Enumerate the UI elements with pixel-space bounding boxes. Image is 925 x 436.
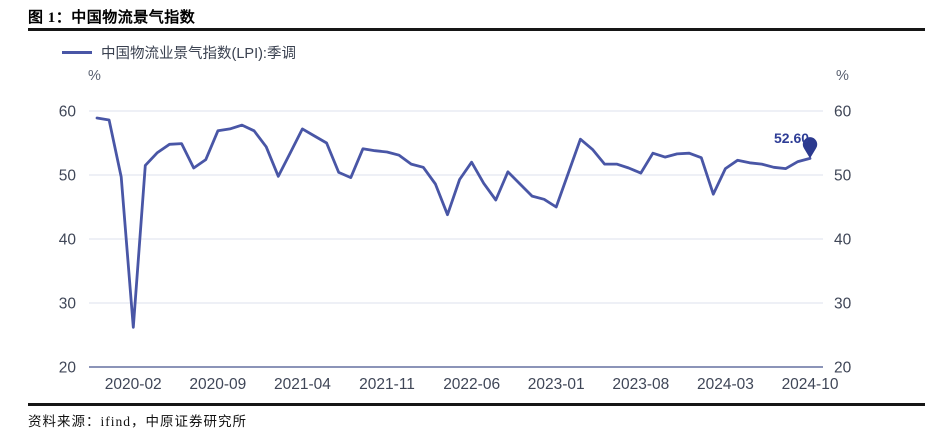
figure-title: 图 1：中国物流景气指数 bbox=[28, 10, 196, 26]
x-tick-label: 2020-02 bbox=[105, 376, 162, 393]
y-tick-label-left: 50 bbox=[59, 168, 77, 185]
y-axis-unit-left: % bbox=[88, 68, 101, 84]
last-point-label: 52.60 bbox=[774, 130, 810, 147]
legend: 中国物流业景气指数(LPI):季调 bbox=[62, 43, 296, 62]
lpi-line-series bbox=[95, 116, 812, 329]
legend-label: 中国物流业景气指数(LPI):季调 bbox=[101, 45, 296, 62]
x-tick-label: 2024-03 bbox=[697, 376, 754, 393]
x-tick-label: 2020-09 bbox=[189, 376, 246, 393]
source-note: 资料来源：ifind，中原证券研究所 bbox=[28, 414, 247, 429]
y-tick-label-left: 60 bbox=[59, 104, 77, 121]
x-tick-label: 2022-06 bbox=[443, 376, 500, 393]
bottom-divider bbox=[28, 403, 925, 406]
y-tick-label-right: 20 bbox=[834, 360, 852, 377]
y-tick-label-left: 30 bbox=[59, 296, 77, 313]
x-tick-label: 2021-11 bbox=[359, 376, 415, 393]
y-tick-label-left: 20 bbox=[59, 360, 77, 377]
legend-line-icon bbox=[62, 50, 92, 54]
y-axis-unit-right: % bbox=[836, 68, 849, 84]
x-tick-label: 2023-08 bbox=[612, 376, 669, 393]
y-tick-label-right: 40 bbox=[834, 232, 852, 249]
top-divider bbox=[28, 28, 925, 31]
y-tick-label-right: 60 bbox=[834, 104, 852, 121]
y-tick-label-left: 40 bbox=[59, 232, 77, 249]
x-tick-label: 2024-10 bbox=[782, 376, 839, 393]
x-tick-label: 2021-04 bbox=[274, 376, 331, 393]
y-tick-label-right: 50 bbox=[834, 168, 852, 185]
y-tick-label-right: 30 bbox=[834, 296, 852, 313]
x-tick-label: 2023-01 bbox=[528, 376, 585, 393]
last-point-marker bbox=[802, 137, 818, 159]
